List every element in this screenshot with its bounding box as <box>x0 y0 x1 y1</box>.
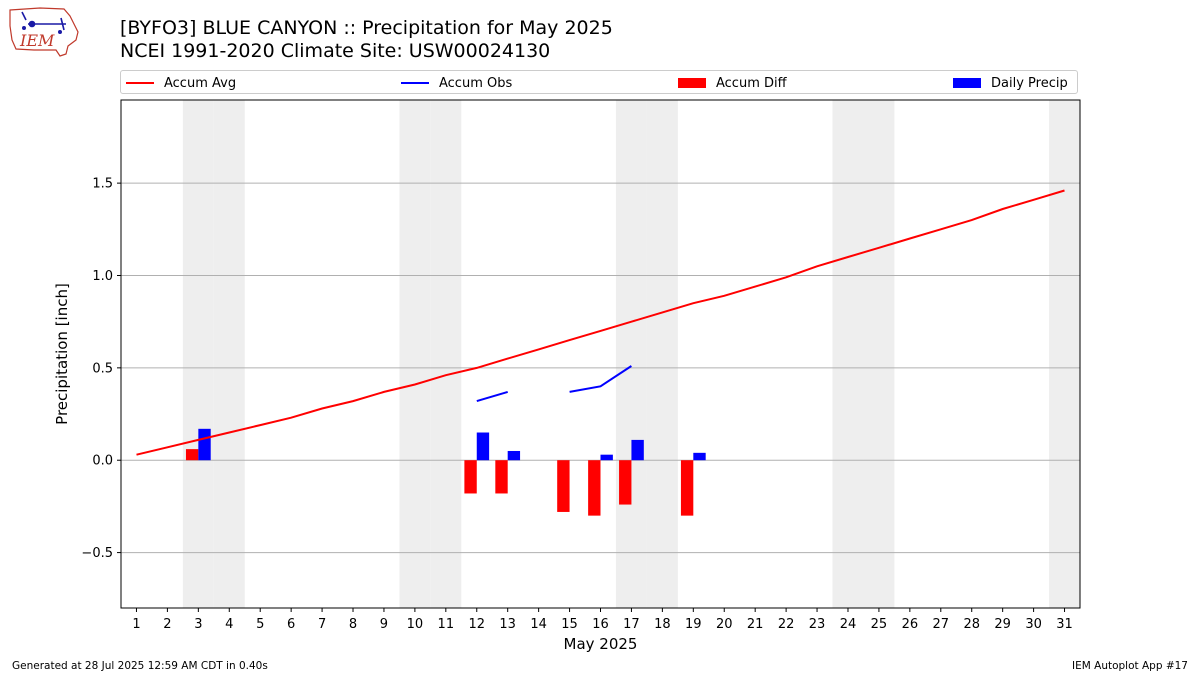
weekend-shade-18 <box>646 100 678 608</box>
legend-swatch-daily-precip <box>953 78 981 88</box>
x-tick-label-5: 5 <box>256 617 264 632</box>
legend-swatch-accum-diff <box>678 78 706 88</box>
accum-avg-line-0 <box>136 189 1065 456</box>
x-tick-label-17: 17 <box>623 617 640 632</box>
accum-obs-line-1 <box>569 365 632 393</box>
accum-diff-bar-day-16 <box>588 460 601 516</box>
weekend-shade-24 <box>832 100 864 608</box>
legend-item-accum-diff: Accum Diff <box>678 74 787 92</box>
x-tick-label-22: 22 <box>778 617 795 632</box>
x-tick-label-23: 23 <box>809 617 826 632</box>
x-tick-label-30: 30 <box>1025 617 1042 632</box>
x-tick-label-24: 24 <box>840 617 857 632</box>
x-tick-label-9: 9 <box>380 617 388 632</box>
x-axis-label: May 2025 <box>564 635 638 653</box>
x-tick-label-19: 19 <box>685 617 702 632</box>
x-tick-label-31: 31 <box>1056 617 1073 632</box>
legend-item-accum-obs: Accum Obs <box>401 74 512 92</box>
chart-title: [BYFO3] BLUE CANYON :: Precipitation for… <box>120 17 613 39</box>
x-tick-label-12: 12 <box>468 617 485 632</box>
x-tick-label-16: 16 <box>592 617 609 632</box>
x-tick-label-3: 3 <box>194 617 202 632</box>
weekend-shade-25 <box>863 100 895 608</box>
weekend-shade-3 <box>182 100 214 608</box>
x-tick-label-20: 20 <box>716 617 733 632</box>
accum-diff-bar-day-19 <box>680 460 694 516</box>
app-footer: IEM Autoplot App #17 <box>1072 660 1188 672</box>
daily-precip-bar-day-12 <box>476 432 490 461</box>
x-tick-label-18: 18 <box>654 617 671 632</box>
legend-swatch-accum-obs <box>401 82 429 84</box>
x-tick-label-7: 7 <box>318 617 326 632</box>
x-tick-label-6: 6 <box>287 617 295 632</box>
generated-footer: Generated at 28 Jul 2025 12:59 AM CDT in… <box>12 660 268 672</box>
y-tick-label-2: 0.5 <box>92 361 113 376</box>
x-tick-label-11: 11 <box>438 617 455 632</box>
legend-item-accum-avg: Accum Avg <box>126 74 236 92</box>
logo-text: IEM <box>19 31 55 50</box>
weekend-shade-17 <box>615 100 647 608</box>
x-tick-label-4: 4 <box>225 617 233 632</box>
daily-precip-bar-day-19 <box>693 452 706 461</box>
plot-frame <box>120 99 1081 609</box>
x-tick-label-25: 25 <box>871 617 888 632</box>
legend-swatch-accum-avg <box>126 82 154 84</box>
legend: Accum Avg Accum Obs Accum Diff Daily Pre… <box>120 70 1078 94</box>
accum-diff-bar-day-3 <box>185 449 199 461</box>
x-tick-label-26: 26 <box>902 617 919 632</box>
x-tick-label-2: 2 <box>163 617 171 632</box>
x-tick-label-14: 14 <box>530 617 547 632</box>
x-tick-label-13: 13 <box>499 617 516 632</box>
y-tick-label-3: 1.0 <box>92 269 113 284</box>
iem-logo: IEM <box>9 7 79 57</box>
y-tick-label-0: −0.5 <box>81 546 113 561</box>
accum-diff-bar-day-13 <box>495 460 508 494</box>
weekend-shade-31 <box>1049 100 1080 608</box>
y-tick-label-4: 1.5 <box>92 177 113 192</box>
accum-diff-bar-day-12 <box>464 460 477 494</box>
x-tick-label-15: 15 <box>561 617 578 632</box>
daily-precip-bar-day-13 <box>507 450 521 461</box>
legend-label-accum-avg: Accum Avg <box>164 75 237 91</box>
weekend-shade-4 <box>213 100 245 608</box>
x-tick-label-10: 10 <box>407 617 424 632</box>
y-tick-label-1: 0.0 <box>92 454 113 469</box>
daily-precip-bar-day-3 <box>198 428 211 461</box>
legend-label-daily-precip: Daily Precip <box>991 75 1068 91</box>
x-tick-label-8: 8 <box>349 617 357 632</box>
accum-diff-bar-day-17 <box>619 460 632 505</box>
daily-precip-bar-day-17 <box>631 439 644 461</box>
x-tick-label-28: 28 <box>963 617 980 632</box>
y-axis-label: Precipitation [inch] <box>53 283 71 425</box>
x-tick-label-27: 27 <box>933 617 950 632</box>
weekend-shade-11 <box>430 100 462 608</box>
accum-diff-bar-day-15 <box>557 460 570 512</box>
accum-obs-line-0 <box>476 390 508 403</box>
x-tick-label-29: 29 <box>994 617 1011 632</box>
weekend-shade-10 <box>399 100 431 608</box>
legend-item-daily-precip: Daily Precip <box>953 74 1068 92</box>
x-tick-label-21: 21 <box>747 617 764 632</box>
x-tick-label-1: 1 <box>132 617 140 632</box>
daily-precip-bar-day-16 <box>600 454 613 461</box>
legend-label-accum-obs: Accum Obs <box>439 75 513 91</box>
chart-subtitle: NCEI 1991-2020 Climate Site: USW00024130 <box>120 40 551 62</box>
legend-label-accum-diff: Accum Diff <box>716 75 787 91</box>
